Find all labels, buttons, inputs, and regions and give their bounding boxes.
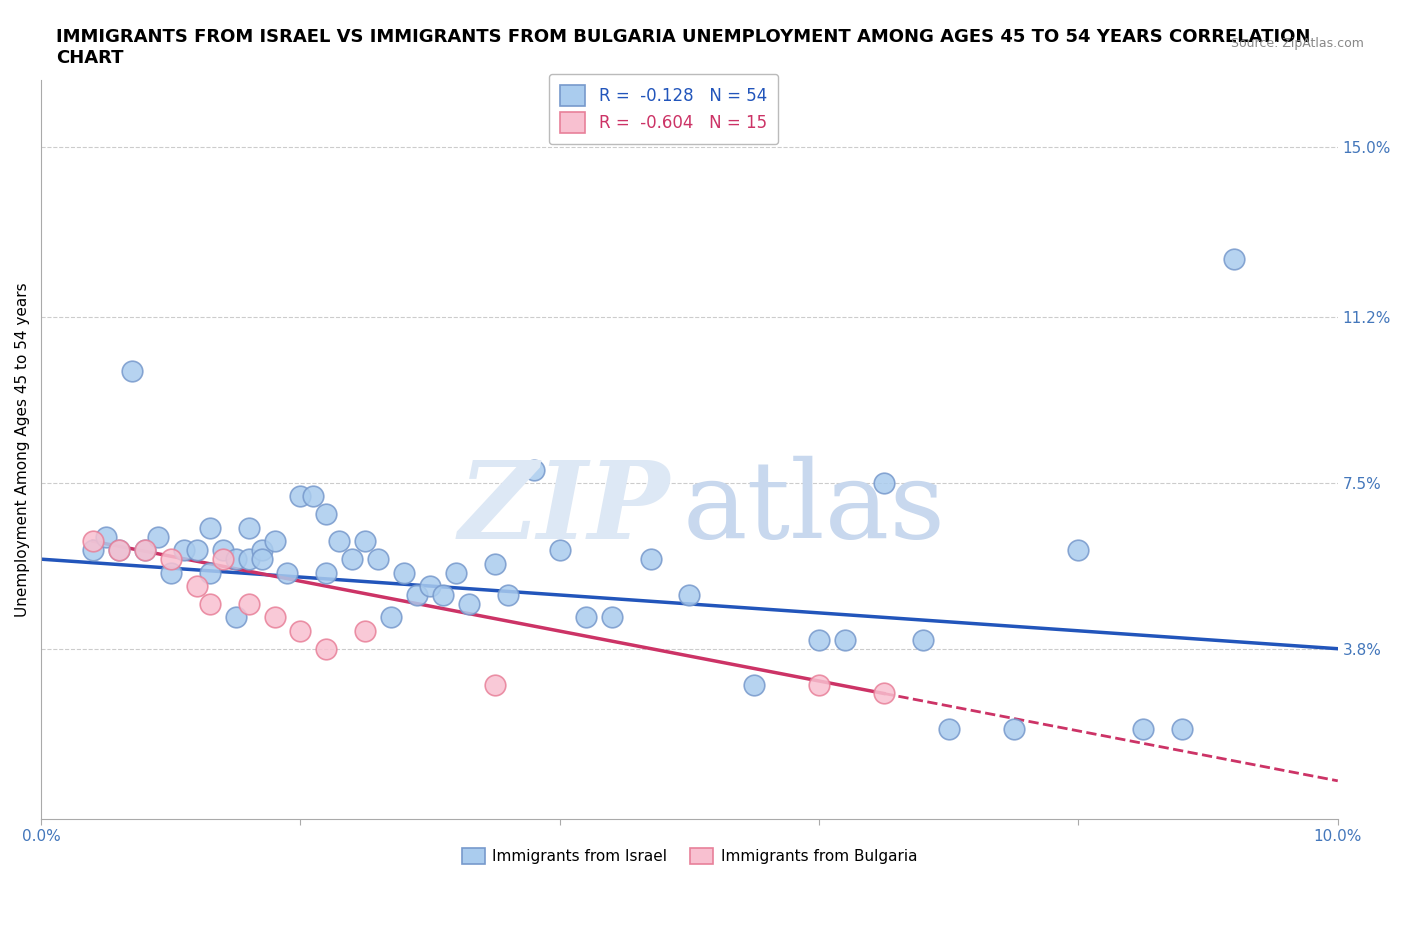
Point <box>263 534 285 549</box>
Point <box>198 565 221 580</box>
Point <box>911 632 934 647</box>
Point <box>82 543 104 558</box>
Point <box>523 462 546 477</box>
Point <box>198 521 221 536</box>
Point <box>834 632 856 647</box>
Point <box>225 610 247 625</box>
Point <box>808 632 831 647</box>
Point <box>1171 722 1194 737</box>
Point <box>419 578 441 593</box>
Point <box>290 489 312 504</box>
Point <box>198 596 221 611</box>
Point <box>159 551 181 566</box>
Point <box>742 677 765 692</box>
Point <box>290 623 312 638</box>
Point <box>211 543 233 558</box>
Point <box>873 475 896 490</box>
Point <box>276 565 298 580</box>
Point <box>186 543 208 558</box>
Point <box>432 588 454 603</box>
Point <box>315 642 337 657</box>
Point <box>211 551 233 566</box>
Point <box>1002 722 1025 737</box>
Point <box>263 610 285 625</box>
Point <box>328 534 350 549</box>
Point <box>238 521 260 536</box>
Point <box>238 596 260 611</box>
Point <box>380 610 402 625</box>
Point <box>354 623 377 638</box>
Point <box>159 565 181 580</box>
Point <box>315 507 337 522</box>
Point <box>938 722 960 737</box>
Point <box>1067 543 1090 558</box>
Point <box>134 543 156 558</box>
Point <box>640 551 662 566</box>
Point <box>225 551 247 566</box>
Point <box>484 677 506 692</box>
Point <box>146 529 169 544</box>
Point <box>238 551 260 566</box>
Point <box>186 578 208 593</box>
Point <box>484 556 506 571</box>
Point <box>808 677 831 692</box>
Point <box>496 588 519 603</box>
Point <box>315 565 337 580</box>
Point <box>575 610 598 625</box>
Point <box>406 588 429 603</box>
Point <box>94 529 117 544</box>
Point <box>173 543 195 558</box>
Point <box>108 543 131 558</box>
Point <box>367 551 389 566</box>
Point <box>1223 252 1246 267</box>
Point <box>1132 722 1154 737</box>
Point <box>678 588 700 603</box>
Point <box>302 489 325 504</box>
Y-axis label: Unemployment Among Ages 45 to 54 years: Unemployment Among Ages 45 to 54 years <box>15 282 30 617</box>
Point <box>548 543 571 558</box>
Point <box>82 534 104 549</box>
Point <box>134 543 156 558</box>
Legend: Immigrants from Israel, Immigrants from Bulgaria: Immigrants from Israel, Immigrants from … <box>456 842 924 870</box>
Point <box>108 543 131 558</box>
Text: ZIP: ZIP <box>458 456 671 562</box>
Point <box>600 610 623 625</box>
Point <box>354 534 377 549</box>
Text: Source: ZipAtlas.com: Source: ZipAtlas.com <box>1230 37 1364 50</box>
Text: atlas: atlas <box>683 456 946 561</box>
Point <box>458 596 481 611</box>
Point <box>444 565 467 580</box>
Point <box>250 543 273 558</box>
Point <box>392 565 415 580</box>
Point <box>342 551 364 566</box>
Point <box>121 364 143 379</box>
Point <box>873 686 896 701</box>
Point <box>250 551 273 566</box>
Text: IMMIGRANTS FROM ISRAEL VS IMMIGRANTS FROM BULGARIA UNEMPLOYMENT AMONG AGES 45 TO: IMMIGRANTS FROM ISRAEL VS IMMIGRANTS FRO… <box>56 28 1310 67</box>
